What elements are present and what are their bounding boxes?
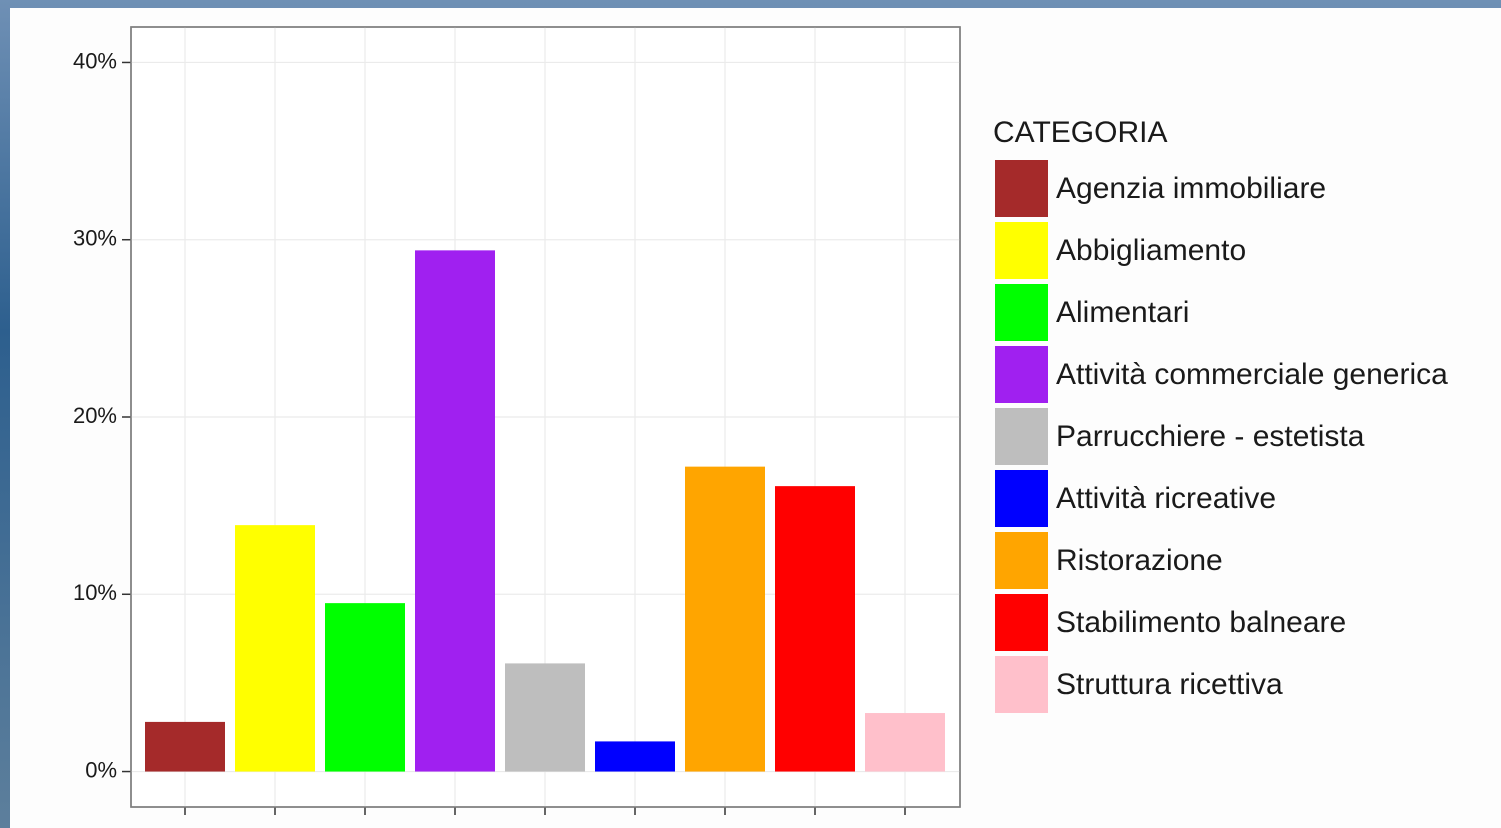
bar <box>865 713 945 772</box>
bar <box>505 663 585 772</box>
legend-key <box>995 222 1048 279</box>
y-tick-label: 40% <box>73 48 117 73</box>
legend-label: Struttura ricettiva <box>1056 668 1283 701</box>
plot-panel <box>130 26 961 808</box>
bar <box>775 486 855 772</box>
legend-key <box>995 532 1048 589</box>
legend-label: Attività ricreative <box>1056 482 1276 515</box>
y-tick-label: 30% <box>73 226 117 251</box>
legend-label: Parrucchiere - estetista <box>1056 420 1365 453</box>
legend-title: CATEGORIA <box>993 116 1167 149</box>
legend-label: Ristorazione <box>1056 544 1223 577</box>
y-tick-label: 0% <box>85 757 117 782</box>
legend-label: Attività commerciale generica <box>1056 358 1448 391</box>
legend-label: Agenzia immobiliare <box>1056 172 1326 205</box>
bar <box>595 741 675 772</box>
bar <box>235 525 315 772</box>
bar <box>325 603 405 772</box>
bar <box>145 721 225 772</box>
bar <box>415 250 495 772</box>
y-tick-label: 10% <box>73 580 117 605</box>
bar <box>685 466 765 772</box>
legend-key <box>995 656 1048 713</box>
legend-key <box>995 284 1048 341</box>
legend-label: Stabilimento balneare <box>1056 606 1346 639</box>
legend-key <box>995 346 1048 403</box>
legend-label: Abbigliamento <box>1056 234 1246 267</box>
legend-key <box>995 408 1048 465</box>
legend-label: Alimentari <box>1056 296 1189 329</box>
legend-key <box>995 594 1048 651</box>
y-tick-label: 20% <box>73 403 117 428</box>
legend-key <box>995 470 1048 527</box>
legend-key <box>995 160 1048 217</box>
